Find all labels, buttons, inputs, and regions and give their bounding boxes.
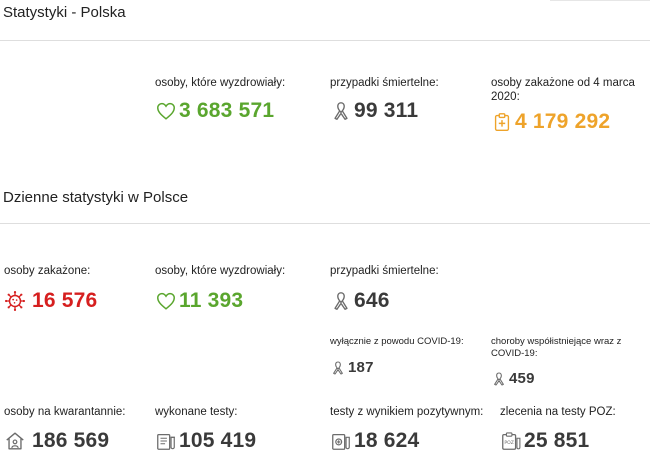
stat-infected-total: osoby zakażone od 4 marca 2020: 4 179 29… <box>491 76 641 134</box>
stat-infected-daily: osoby zakażone: 16 576 <box>4 264 97 313</box>
stat-deaths-comorbid: choroby współistniejące wraz z COVID-19:… <box>491 336 649 388</box>
stat-value: 459 <box>509 370 535 387</box>
section-title-daily: Dzienne statystyki w Polsce <box>3 189 189 206</box>
test-tubes-icon <box>155 430 177 452</box>
clipboard-medical-icon <box>491 111 513 133</box>
ribbon-icon <box>491 371 507 387</box>
stat-label: wyłącznie z powodu COVID-19: <box>330 336 464 347</box>
stat-value: 25 851 <box>524 429 590 452</box>
section-divider <box>0 223 650 224</box>
stat-label: wykonane testy: <box>155 406 238 418</box>
stat-value: 99 311 <box>354 99 419 122</box>
stat-quarantine: osoby na kwarantannie: 186 569 <box>4 405 125 453</box>
poz-clipboard-icon: POZ <box>500 430 522 452</box>
stat-value: 186 569 <box>32 429 110 452</box>
ribbon-icon <box>330 360 346 376</box>
stat-recovered-total: osoby, które wyzdrowiały: 3 683 571 <box>155 76 285 123</box>
stat-label: testy z wynikiem pozytywnym: <box>330 406 484 418</box>
section-divider <box>0 40 650 41</box>
stat-label: osoby na kwarantannie: <box>4 406 126 418</box>
stat-label: osoby, które wyzdrowiały: <box>155 265 286 277</box>
stat-label: przypadki śmiertelne: <box>330 265 439 277</box>
svg-text:POZ: POZ <box>504 440 514 446</box>
stat-value: 105 419 <box>179 429 257 452</box>
stat-deaths-total: przypadki śmiertelne: 99 311 <box>330 76 439 123</box>
heart-icon <box>155 100 177 122</box>
stat-poz-orders: zlecenia na testy POZ: POZ 25 851 <box>500 405 616 453</box>
stat-value: 11 393 <box>179 289 244 312</box>
house-icon <box>4 430 26 452</box>
stat-label: osoby, które wyzdrowiały: <box>155 77 286 89</box>
stat-label: zlecenia na testy POZ: <box>500 406 616 418</box>
stat-deaths-daily: przypadki śmiertelne: 646 <box>330 264 439 313</box>
ribbon-icon <box>330 290 352 312</box>
stat-value: 646 <box>354 289 390 312</box>
virus-icon <box>4 290 26 312</box>
top-edge-line <box>550 0 650 1</box>
stat-value: 4 179 292 <box>515 110 611 133</box>
stat-value: 3 683 571 <box>179 99 275 122</box>
ribbon-icon <box>330 100 352 122</box>
positive-test-icon <box>330 430 352 452</box>
stat-label: choroby współistniejące wraz z COVID-19: <box>491 336 622 359</box>
stat-value: 18 624 <box>354 429 420 452</box>
stat-label: osoby zakażone od 4 marca 2020: <box>491 77 635 103</box>
stat-deaths-covid-only: wyłącznie z powodu COVID-19: 187 <box>330 336 464 377</box>
stat-tests: wykonane testy: 105 419 <box>155 405 256 453</box>
stat-positive-tests: testy z wynikiem pozytywnym: 18 624 <box>330 405 483 453</box>
heart-icon <box>155 290 177 312</box>
stat-label: przypadki śmiertelne: <box>330 77 439 89</box>
stat-value: 187 <box>348 359 374 376</box>
stat-recovered-daily: osoby, które wyzdrowiały: 11 393 <box>155 264 285 313</box>
stat-value: 16 576 <box>32 289 98 312</box>
stat-label: osoby zakażone: <box>4 265 91 277</box>
section-title-poland: Statystyki - Polska <box>3 4 126 21</box>
